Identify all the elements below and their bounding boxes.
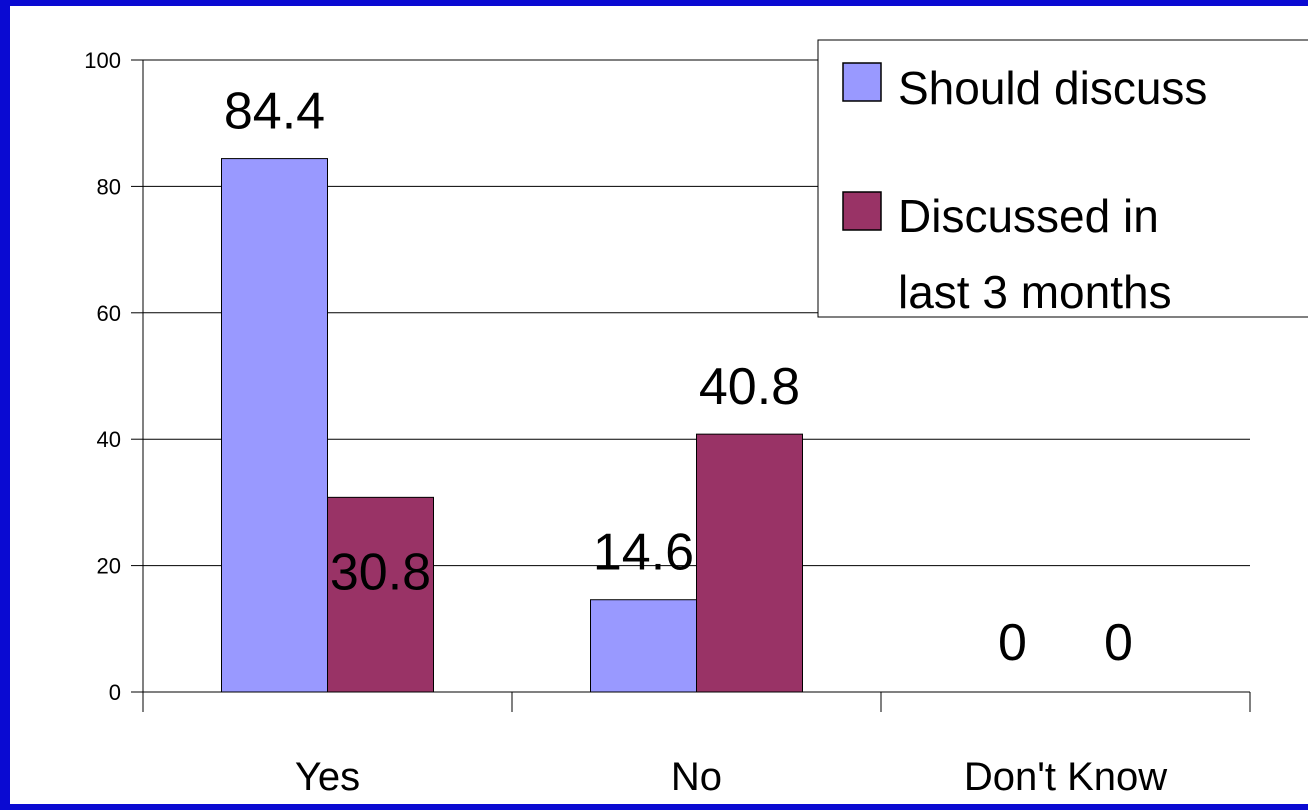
x-ticks	[142, 692, 1251, 712]
y-tick-label: 20	[97, 554, 121, 579]
bar	[327, 496, 434, 693]
legend-label-discussed-line2: last 3 months	[898, 266, 1172, 318]
y-tick-label: 60	[97, 301, 121, 326]
category-label: Don't Know	[964, 755, 1167, 799]
category-labels: Yes No Don't Know	[295, 755, 1167, 799]
data-label: 40.8	[699, 358, 800, 416]
legend-label-should-discuss: Should discuss	[898, 62, 1207, 114]
category-label: Yes	[295, 755, 360, 799]
y-tick-label: 40	[97, 427, 121, 452]
data-label: 0	[1104, 614, 1133, 672]
y-tick-label: 100	[84, 48, 121, 73]
category-label: No	[671, 755, 722, 799]
legend-label-discussed-line1: Discussed in	[898, 190, 1159, 242]
data-labels: 84.4 30.8 14.6 40.8 0 0	[224, 83, 1133, 672]
bar	[696, 433, 803, 693]
legend-swatch-discussed	[842, 191, 882, 231]
legend: Should discuss Discussed in last 3 month…	[817, 39, 1308, 318]
data-label: 30.8	[330, 543, 431, 601]
y-tick-label: 0	[109, 680, 121, 705]
legend-box	[817, 39, 1308, 318]
y-ticks: 0 20 40 60 80 100	[84, 48, 143, 705]
data-label: 84.4	[224, 83, 325, 141]
data-label: 14.6	[593, 524, 694, 582]
bar	[221, 158, 328, 693]
bars	[221, 158, 803, 693]
legend-swatch-should-discuss	[842, 62, 882, 102]
data-label: 0	[998, 614, 1027, 672]
bar	[590, 599, 697, 693]
y-tick-label: 80	[97, 174, 121, 199]
